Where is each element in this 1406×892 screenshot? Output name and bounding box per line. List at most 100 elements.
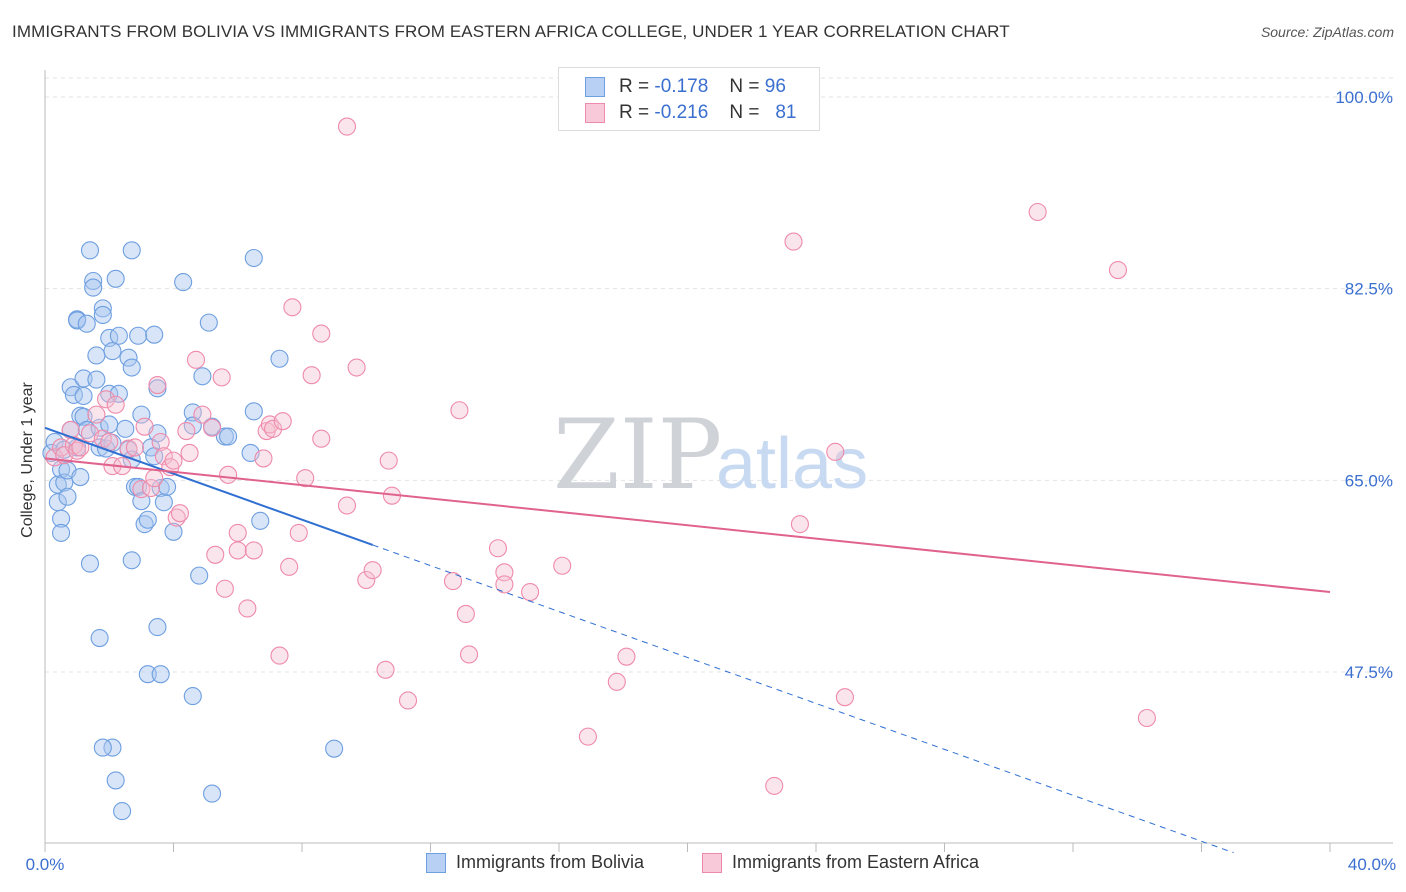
trend-line-bolivia-extension bbox=[373, 545, 1234, 853]
data-point-bolivia bbox=[139, 511, 156, 528]
data-point-eafrica bbox=[207, 546, 224, 563]
legend-n-label: N = bbox=[729, 76, 759, 98]
data-point-eafrica bbox=[554, 557, 571, 574]
data-point-eafrica bbox=[522, 584, 539, 601]
bottom-legend-label-eafrica: Immigrants from Eastern Africa bbox=[732, 852, 979, 873]
bottom-legend-label-bolivia: Immigrants from Bolivia bbox=[456, 852, 644, 873]
data-point-eafrica bbox=[766, 777, 783, 794]
data-point-eafrica bbox=[181, 444, 198, 461]
data-point-eafrica bbox=[444, 573, 461, 590]
data-point-bolivia bbox=[85, 279, 102, 296]
data-point-bolivia bbox=[191, 567, 208, 584]
data-point-eafrica bbox=[213, 369, 230, 386]
data-point-bolivia bbox=[204, 785, 221, 802]
scatter-chart: ZIP atlas 100.0%82.5%65.0%47.5%0.0% 40.0% bbox=[0, 0, 1406, 892]
data-point-eafrica bbox=[785, 233, 802, 250]
data-point-bolivia bbox=[88, 347, 105, 364]
data-point-bolivia bbox=[72, 469, 89, 486]
data-point-eafrica bbox=[290, 524, 307, 541]
data-point-bolivia bbox=[81, 555, 98, 572]
data-point-eafrica bbox=[457, 605, 474, 622]
data-point-eafrica bbox=[1029, 204, 1046, 221]
data-point-eafrica bbox=[400, 692, 417, 709]
data-point-bolivia bbox=[200, 314, 217, 331]
data-point-bolivia bbox=[252, 512, 269, 529]
legend-row-bolivia: R = -0.178 N = 96 bbox=[585, 75, 786, 99]
legend-n-value: 96 bbox=[765, 76, 786, 98]
y-tick-label: 82.5% bbox=[1345, 280, 1393, 299]
data-point-bolivia bbox=[149, 619, 166, 636]
x-tick-label-max: 40.0% bbox=[1348, 855, 1396, 874]
data-point-eafrica bbox=[827, 443, 844, 460]
data-point-eafrica bbox=[220, 466, 237, 483]
data-point-bolivia bbox=[152, 666, 169, 683]
data-point-bolivia bbox=[194, 368, 211, 385]
legend-swatch-eafrica bbox=[585, 103, 605, 123]
data-point-eafrica bbox=[489, 540, 506, 557]
data-point-bolivia bbox=[59, 488, 76, 505]
data-point-eafrica bbox=[338, 497, 355, 514]
data-point-bolivia bbox=[130, 327, 147, 344]
data-point-eafrica bbox=[364, 562, 381, 579]
data-point-bolivia bbox=[146, 326, 163, 343]
grid-lines bbox=[45, 78, 1393, 672]
bottom-legend-eafrica: Immigrants from Eastern Africa bbox=[702, 852, 979, 873]
legend-n-value: 81 bbox=[775, 102, 796, 124]
x-tick-label-min: 0.0% bbox=[26, 855, 65, 874]
data-point-bolivia bbox=[184, 688, 201, 705]
data-point-eafrica bbox=[313, 325, 330, 342]
data-point-bolivia bbox=[104, 343, 121, 360]
data-point-eafrica bbox=[88, 406, 105, 423]
data-point-eafrica bbox=[1109, 262, 1126, 279]
data-point-bolivia bbox=[220, 428, 237, 445]
data-point-bolivia bbox=[245, 403, 262, 420]
data-point-bolivia bbox=[117, 420, 134, 437]
data-point-eafrica bbox=[171, 505, 188, 522]
data-point-eafrica bbox=[451, 402, 468, 419]
data-point-eafrica bbox=[126, 439, 143, 456]
data-point-eafrica bbox=[178, 423, 195, 440]
data-point-bolivia bbox=[155, 494, 172, 511]
data-point-bolivia bbox=[110, 327, 127, 344]
data-point-eafrica bbox=[338, 118, 355, 135]
data-point-eafrica bbox=[187, 351, 204, 368]
data-point-eafrica bbox=[255, 450, 272, 467]
y-tick-label: 47.5% bbox=[1345, 663, 1393, 682]
data-point-bolivia bbox=[123, 359, 140, 376]
data-point-eafrica bbox=[146, 470, 163, 487]
data-point-eafrica bbox=[303, 367, 320, 384]
legend-n-label: N = bbox=[729, 102, 759, 124]
data-point-bolivia bbox=[53, 524, 70, 541]
bottom-legend-swatch-bolivia bbox=[426, 853, 446, 873]
data-point-eafrica bbox=[239, 600, 256, 617]
legend-r-value: -0.216 bbox=[654, 102, 708, 124]
data-point-bolivia bbox=[75, 388, 92, 405]
watermark-atlas: atlas bbox=[716, 424, 868, 504]
data-point-bolivia bbox=[88, 371, 105, 388]
data-point-eafrica bbox=[377, 661, 394, 678]
legend-r-label: R = bbox=[619, 102, 649, 124]
data-point-eafrica bbox=[216, 580, 233, 597]
data-point-eafrica bbox=[136, 418, 153, 435]
y-axis-label: College, Under 1 year bbox=[19, 382, 37, 538]
data-point-bolivia bbox=[175, 274, 192, 291]
data-point-eafrica bbox=[579, 728, 596, 745]
data-point-eafrica bbox=[165, 452, 182, 469]
data-point-eafrica bbox=[204, 419, 221, 436]
data-point-eafrica bbox=[107, 396, 124, 413]
data-point-eafrica bbox=[274, 413, 291, 430]
watermark: ZIP atlas bbox=[553, 399, 868, 511]
bottom-legend-swatch-eafrica bbox=[702, 853, 722, 873]
data-point-eafrica bbox=[271, 647, 288, 664]
data-point-bolivia bbox=[326, 740, 343, 757]
legend-swatch-bolivia bbox=[585, 77, 605, 97]
data-point-eafrica bbox=[836, 689, 853, 706]
data-point-eafrica bbox=[348, 359, 365, 376]
data-point-bolivia bbox=[81, 242, 98, 259]
legend-r-label: R = bbox=[619, 76, 649, 98]
stats-legend: R = -0.178 N = 96 R = -0.216 N = 81 bbox=[558, 67, 820, 131]
data-point-eafrica bbox=[229, 524, 246, 541]
bottom-legend-bolivia: Immigrants from Bolivia bbox=[426, 852, 644, 873]
data-point-bolivia bbox=[245, 250, 262, 267]
data-point-eafrica bbox=[380, 452, 397, 469]
